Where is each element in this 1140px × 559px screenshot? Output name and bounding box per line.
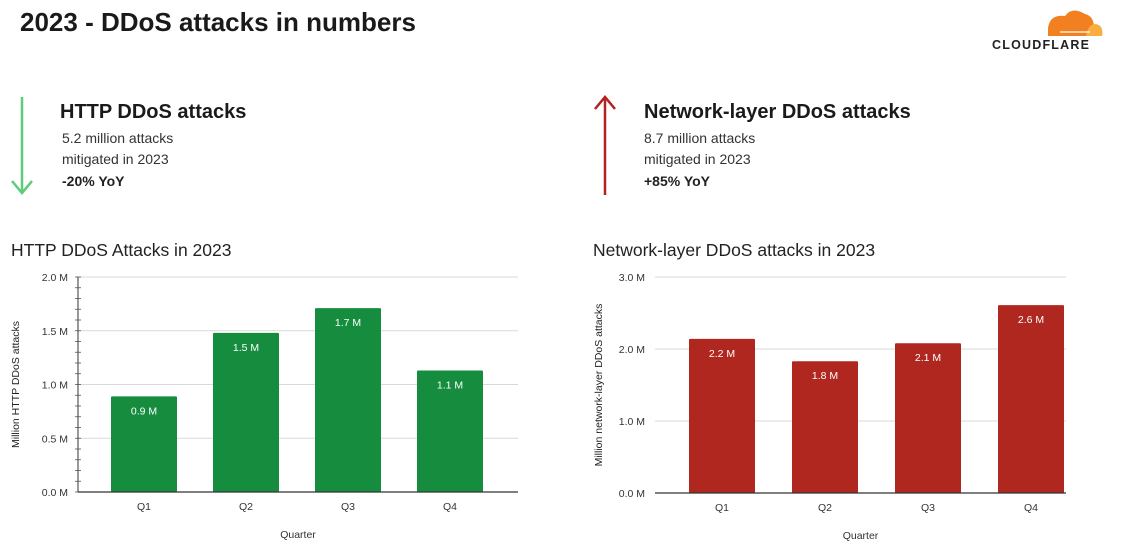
http-chart-title: HTTP DDoS Attacks in 2023 [11,240,232,260]
y-tick-label: 1.0 M [619,416,645,428]
bar-data-label: 1.5 M [233,342,259,354]
bar-q4 [998,305,1064,493]
bar-data-label: 1.8 M [812,370,838,382]
x-tick-label: Q1 [715,502,729,514]
bar-data-label: 1.1 M [437,380,463,392]
y-tick-label: 0.5 M [42,433,68,445]
arrow-up-icon [594,95,616,195]
x-tick-label: Q3 [341,501,355,513]
stat-count: 8.7 million attacks [644,130,756,146]
cloud-icon [1048,10,1103,36]
x-tick-label: Q4 [443,501,457,513]
bar-data-label: 2.6 M [1018,314,1044,326]
x-axis-title: Quarter [280,529,316,541]
network-stat-block: Network-layer DDoS attacks 8.7 million a… [592,95,992,200]
x-axis-title: Quarter [843,530,879,542]
bar-q4 [417,370,483,492]
stat-count: 5.2 million attacks [62,130,174,146]
bar-data-label: 2.2 M [709,348,735,360]
bar-q1 [689,338,755,493]
y-axis-title: Million HTTP DDoS attacks [10,321,22,448]
y-tick-label: 0.0 M [42,487,68,499]
cloudflare-logo [990,8,1105,54]
bar-q2 [213,332,279,492]
y-tick-label: 2.0 M [619,344,645,356]
stat-yoy: +85% YoY [644,173,711,189]
x-tick-label: Q4 [1024,502,1038,514]
y-tick-label: 2.0 M [42,272,68,284]
stat-period: mitigated in 2023 [62,151,169,167]
http-stat-block: HTTP DDoS attacks 5.2 million attacks mi… [10,95,410,200]
stat-period: mitigated in 2023 [644,151,751,167]
stat-title: Network-layer DDoS attacks [644,101,911,123]
network-chart-title: Network-layer DDoS attacks in 2023 [593,240,876,260]
bar-data-label: 2.1 M [915,352,941,364]
x-tick-label: Q3 [921,502,935,514]
y-tick-label: 1.0 M [42,380,68,392]
x-tick-label: Q1 [137,501,151,513]
arrow-down-icon [11,97,33,195]
logo-text: CLOUDFLARE [992,38,1091,52]
x-tick-label: Q2 [818,502,832,514]
bar-q3 [315,308,381,492]
bar-data-label: 0.9 M [131,405,157,417]
page-title: 2023 - DDoS attacks in numbers [20,7,416,37]
stat-title: HTTP DDoS attacks [60,101,247,123]
bar-q2 [792,361,858,493]
y-tick-label: 0.0 M [619,488,645,500]
bar-q3 [895,343,961,493]
y-tick-label: 3.0 M [619,272,645,284]
stat-yoy: -20% YoY [62,173,125,189]
x-tick-label: Q2 [239,501,253,513]
y-tick-label: 1.5 M [42,326,68,338]
y-axis-title: Million network-layer DDoS attacks [593,304,605,467]
bar-q1 [111,396,177,492]
bar-data-label: 1.7 M [335,317,361,329]
